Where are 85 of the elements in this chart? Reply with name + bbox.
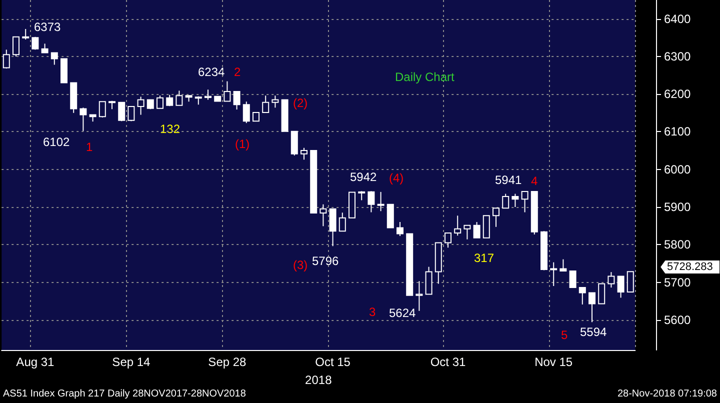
annotation: 1 xyxy=(86,140,93,154)
candlestick xyxy=(12,36,20,57)
annotation: (2) xyxy=(293,96,308,110)
candlestick xyxy=(425,266,432,295)
x-tick-label: Oct 31 xyxy=(430,355,466,369)
candlestick xyxy=(482,215,490,238)
x-tick-label: Sep 14 xyxy=(112,355,151,369)
candlestick xyxy=(464,224,471,240)
y-tick-label: 6100 xyxy=(664,124,692,139)
y-tick-label: 6400 xyxy=(664,12,692,26)
candlestick xyxy=(242,101,250,124)
candlestick xyxy=(338,212,346,232)
candlestick xyxy=(50,52,58,66)
y-tick-label: 5800 xyxy=(664,238,692,252)
candlestick xyxy=(386,204,394,228)
text: Daily Chart xyxy=(395,70,456,84)
y-tick-label: 6200 xyxy=(664,87,692,102)
candlestick xyxy=(617,276,624,298)
candlestick xyxy=(512,193,519,208)
candlestick xyxy=(578,287,586,305)
annotation: 4 xyxy=(531,174,538,188)
candlestick xyxy=(368,190,375,213)
candlestick xyxy=(521,191,528,213)
candlestick xyxy=(22,28,30,40)
annotation: 6102 xyxy=(43,135,70,149)
candlestick xyxy=(492,208,500,228)
y-tick-label: 5600 xyxy=(664,312,692,327)
text: AS51 Index Graph 217 Daily 28NOV2017-28NOV2018 xyxy=(3,388,246,400)
candlestick xyxy=(550,262,558,287)
candlestick xyxy=(473,222,480,238)
candlestick xyxy=(502,193,510,209)
candlestick xyxy=(118,102,126,122)
candlestick xyxy=(262,95,270,114)
candlestick xyxy=(204,89,212,100)
candlestick xyxy=(358,190,366,201)
candlestick xyxy=(300,147,308,160)
x-axis-title: 2018 xyxy=(305,373,332,387)
candlestick xyxy=(137,96,144,116)
candlestick xyxy=(156,95,164,109)
x-tick-label: Sep 28 xyxy=(208,355,247,369)
candlestick xyxy=(377,191,384,212)
x-tick-label: Nov 15 xyxy=(534,355,573,369)
candlestick xyxy=(80,107,87,132)
y-tick-label: 6300 xyxy=(664,49,692,64)
text: 5728.283 xyxy=(667,261,713,273)
candlestick xyxy=(454,215,462,236)
annotation: 6234 xyxy=(198,65,226,79)
y-tick-label: 5700 xyxy=(664,275,692,290)
annotation: (1) xyxy=(235,137,250,151)
annotation: 5941 xyxy=(495,173,522,187)
annotation: 317 xyxy=(474,251,494,265)
candlestick xyxy=(416,280,423,312)
annotation: 6373 xyxy=(34,20,62,34)
candlestick xyxy=(176,90,183,106)
annotation: (4) xyxy=(389,171,404,185)
candlestick xyxy=(41,43,48,54)
candlestick xyxy=(128,106,135,122)
annotation: 5624 xyxy=(389,306,416,320)
x-tick-label: Aug 31 xyxy=(16,355,55,369)
candlestick xyxy=(233,90,240,110)
candlestick xyxy=(224,80,231,102)
candlestick xyxy=(320,204,327,227)
candlestick xyxy=(329,208,336,247)
annotation: 132 xyxy=(160,122,180,136)
candlestick xyxy=(588,292,596,323)
x-tick-label: Oct 15 xyxy=(315,355,351,369)
annotation: (3) xyxy=(293,258,308,272)
candlestick xyxy=(560,258,567,272)
annotation: 5796 xyxy=(312,254,340,268)
candlestick xyxy=(598,283,606,304)
annotation: 3 xyxy=(369,305,376,319)
annotation: 5594 xyxy=(580,325,608,339)
candlestick xyxy=(272,95,279,108)
candlestick xyxy=(444,232,452,248)
y-tick-label: 5900 xyxy=(664,200,692,214)
annotation: 5942 xyxy=(350,170,378,184)
candlestick xyxy=(608,272,615,288)
annotation: 2 xyxy=(234,65,241,79)
y-tick-label: 6000 xyxy=(664,162,692,176)
annotation: 5 xyxy=(561,328,568,342)
candlestick xyxy=(396,222,404,236)
candlestick xyxy=(290,130,298,156)
candlestick xyxy=(98,101,106,118)
text: 28-Nov-2018 07:19:08 xyxy=(617,388,718,400)
candlestick xyxy=(569,270,576,288)
